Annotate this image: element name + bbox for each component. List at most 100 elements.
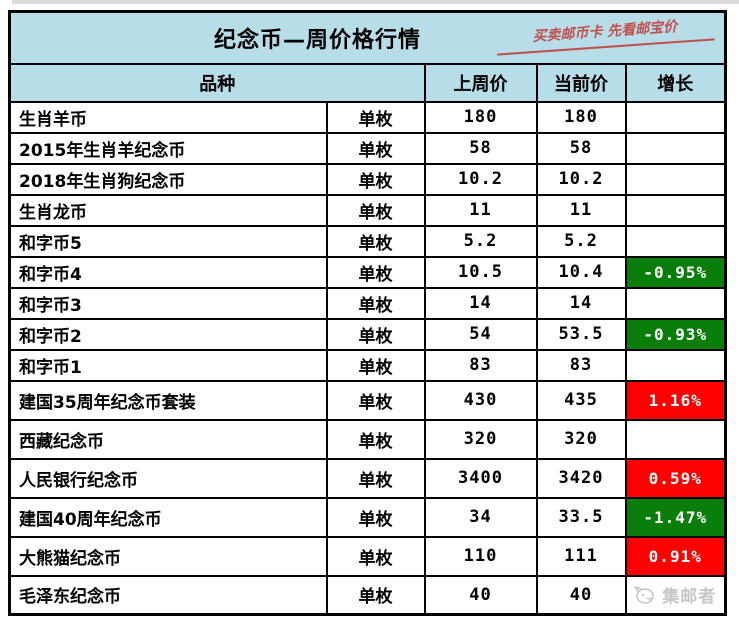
coin-name: 生肖羊币: [8, 100, 328, 134]
current-price: 180: [535, 100, 627, 134]
coin-name: 建国40周年纪念币: [8, 496, 328, 538]
growth-value: [624, 286, 727, 320]
table-row: 西藏纪念币 单枚 320 320: [8, 418, 727, 460]
table-row: 和字币5 单枚 5.2 5.2: [8, 224, 727, 258]
coin-name: 和字币4: [8, 255, 328, 289]
coin-name: 和字币1: [8, 348, 328, 382]
coin-name: 建国35周年纪念币套装: [8, 379, 328, 421]
collector-face-icon: [634, 585, 655, 604]
unit: 单枚: [325, 535, 426, 577]
unit: 单枚: [325, 131, 426, 165]
last-week-price: 10.5: [423, 255, 538, 289]
coin-name: 西藏纪念币: [8, 418, 328, 460]
table-row: 生肖羊币 单枚 180 180: [8, 100, 727, 134]
last-week-price: 430: [423, 379, 538, 421]
current-price: 320: [535, 418, 627, 460]
last-week-price: 180: [423, 100, 538, 134]
growth-value: -1.47%: [624, 496, 727, 538]
table-row: 大熊猫纪念币 单枚 110 111 0.91%: [8, 535, 727, 577]
growth-value: 1.16%: [624, 379, 727, 421]
current-price: 33.5: [535, 496, 627, 538]
coin-price-table: 纪念币—周价格行情 买卖邮币卡 先看邮宝价 品种 上周价 当前价 增长 生肖羊币…: [8, 10, 728, 616]
coin-name: 和字币2: [8, 317, 328, 351]
current-price: 58: [535, 131, 627, 165]
coin-name: 2015年生肖羊纪念币: [8, 131, 328, 165]
last-week-price: 14: [423, 286, 538, 320]
growth-value: [624, 193, 727, 227]
table-header-row: 品种 上周价 当前价 增长: [8, 62, 727, 103]
unit: 单枚: [325, 379, 426, 421]
column-header-last-week: 上周价: [423, 62, 538, 103]
current-price: 10.4: [535, 255, 627, 289]
last-week-price: 110: [423, 535, 538, 577]
last-week-price: 40: [423, 574, 538, 616]
table-row: 和字币2 单枚 54 53.5 -0.93%: [8, 317, 727, 351]
growth-value: [624, 418, 727, 460]
coin-name: 人民银行纪念币: [8, 457, 328, 499]
last-week-price: 10.2: [423, 162, 538, 196]
page-title: 纪念币—周价格行情: [214, 27, 422, 53]
growth-value: [624, 162, 727, 196]
current-price: 40: [535, 574, 627, 616]
unit: 单枚: [325, 286, 426, 320]
unit: 单枚: [325, 457, 426, 499]
watermark-label: 集邮者: [662, 587, 717, 608]
table-row: 毛泽东纪念币 单枚 40 40 集邮者: [8, 574, 727, 616]
unit: 单枚: [325, 224, 426, 258]
current-price: 3420: [535, 457, 627, 499]
unit: 单枚: [325, 162, 426, 196]
table-row: 建国40周年纪念币 单枚 34 33.5 -1.47%: [8, 496, 727, 538]
table-row: 2015年生肖羊纪念币 单枚 58 58: [8, 131, 727, 165]
unit: 单枚: [325, 255, 426, 289]
growth-value: [624, 131, 727, 165]
current-price: 10.2: [535, 162, 627, 196]
table-row: 生肖龙币 单枚 11 11: [8, 193, 727, 227]
current-price: 53.5: [535, 317, 627, 351]
unit: 单枚: [325, 317, 426, 351]
table-row: 和字币3 单枚 14 14: [8, 286, 727, 320]
growth-value: 0.59%: [624, 457, 727, 499]
current-price: 83: [535, 348, 627, 382]
coin-name: 毛泽东纪念币: [8, 574, 328, 616]
current-price: 435: [535, 379, 627, 421]
unit: 单枚: [325, 574, 426, 616]
last-week-price: 320: [423, 418, 538, 460]
unit: 单枚: [325, 100, 426, 134]
table-title-row: 纪念币—周价格行情 买卖邮币卡 先看邮宝价: [8, 10, 727, 65]
column-header-variety: 品种: [8, 62, 426, 103]
last-week-price: 5.2: [423, 224, 538, 258]
unit: 单枚: [325, 193, 426, 227]
table-row: 和字币4 单枚 10.5 10.4 -0.95%: [8, 255, 727, 289]
unit: 单枚: [325, 496, 426, 538]
column-header-current: 当前价: [535, 62, 627, 103]
unit: 单枚: [325, 418, 426, 460]
current-price: 14: [535, 286, 627, 320]
growth-value: [624, 100, 727, 134]
growth-value: -0.93%: [624, 317, 727, 351]
watermark: 集邮者: [629, 578, 723, 613]
coin-name: 和字币3: [8, 286, 328, 320]
last-week-price: 11: [423, 193, 538, 227]
table-row: 2018年生肖狗纪念币 单枚 10.2 10.2: [8, 162, 727, 196]
column-header-growth: 增长: [624, 62, 727, 103]
coin-name: 和字币5: [8, 224, 328, 258]
last-week-price: 83: [423, 348, 538, 382]
coin-name: 2018年生肖狗纪念币: [8, 162, 328, 196]
last-week-price: 3400: [423, 457, 538, 499]
growth-value: 集邮者: [624, 574, 727, 616]
last-week-price: 58: [423, 131, 538, 165]
last-week-price: 34: [423, 496, 538, 538]
page-top-edge: [12, 0, 739, 4]
growth-value: -0.95%: [624, 255, 727, 289]
current-price: 111: [535, 535, 627, 577]
growth-value: 0.91%: [624, 535, 727, 577]
coin-name: 生肖龙币: [8, 193, 328, 227]
table-row: 和字币1 单枚 83 83: [8, 348, 727, 382]
current-price: 5.2: [535, 224, 627, 258]
table-row: 建国35周年纪念币套装 单枚 430 435 1.16%: [8, 379, 727, 421]
growth-value: [624, 348, 727, 382]
last-week-price: 54: [423, 317, 538, 351]
current-price: 11: [535, 193, 627, 227]
coin-name: 大熊猫纪念币: [8, 535, 328, 577]
table-row: 人民银行纪念币 单枚 3400 3420 0.59%: [8, 457, 727, 499]
